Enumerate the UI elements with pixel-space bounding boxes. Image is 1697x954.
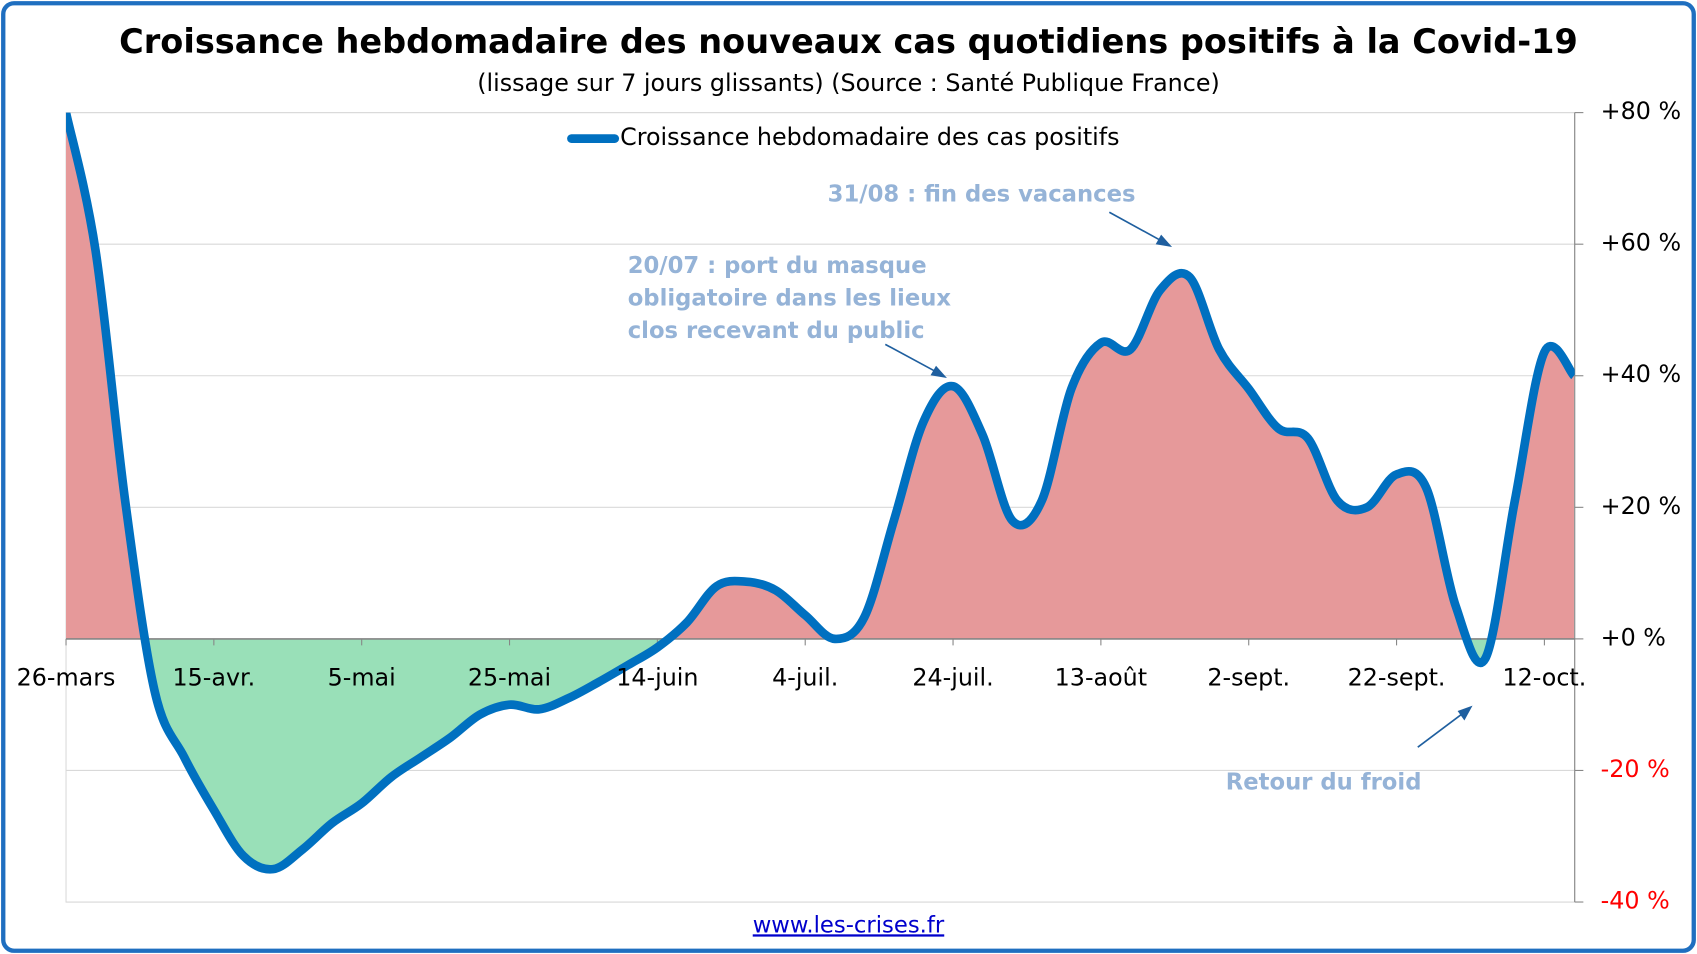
- annotation: Retour du froid: [1226, 769, 1422, 795]
- annotation: 20/07 : port du masque: [628, 253, 927, 279]
- y-tick-label: +0 %: [1601, 623, 1666, 651]
- chart-subtitle: (lissage sur 7 jours glissants) (Source …: [477, 69, 1220, 97]
- y-tick-label: -20 %: [1601, 755, 1670, 783]
- line: [66, 112, 1575, 874]
- annotation-arrows: [884, 211, 1473, 748]
- positive-area: [66, 112, 1574, 639]
- x-tick-label: 25-mai: [468, 663, 551, 691]
- x-tick-label: 2-sept.: [1207, 663, 1290, 691]
- x-tick-label: 13-août: [1055, 663, 1147, 691]
- footer-link[interactable]: www.les-crises.fr: [753, 912, 945, 938]
- x-tick-label: 22-sept.: [1348, 663, 1446, 691]
- chart-title: Croissance hebdomadaire des nouveaux cas…: [119, 22, 1578, 61]
- x-tick-label: 15-avr.: [173, 663, 256, 691]
- annotation: clos recevant du public: [628, 318, 925, 344]
- x-tick-label: 4-juil.: [772, 663, 838, 691]
- x-tick-label: 24-juil.: [912, 663, 993, 691]
- x-tick-label: 5-mai: [328, 663, 396, 691]
- y-tick-label: -40 %: [1601, 887, 1670, 915]
- x-tick-label: 14-juin: [616, 663, 698, 691]
- negative-area: [66, 638, 1574, 870]
- y-tick-label: +60 %: [1601, 229, 1681, 257]
- legend-label: Croissance hebdomadaire des cas positifs: [620, 123, 1119, 151]
- y-tick-label: +80 %: [1601, 97, 1681, 125]
- annotation: 31/08 : fin des vacances: [828, 181, 1136, 207]
- annotation: obligatoire dans les lieux: [628, 285, 952, 311]
- x-tick-label: 12-oct.: [1502, 663, 1586, 691]
- y-tick-label: +40 %: [1601, 360, 1681, 388]
- y-tick-label: +20 %: [1601, 492, 1681, 520]
- x-tick-label: 26-mars: [17, 663, 116, 691]
